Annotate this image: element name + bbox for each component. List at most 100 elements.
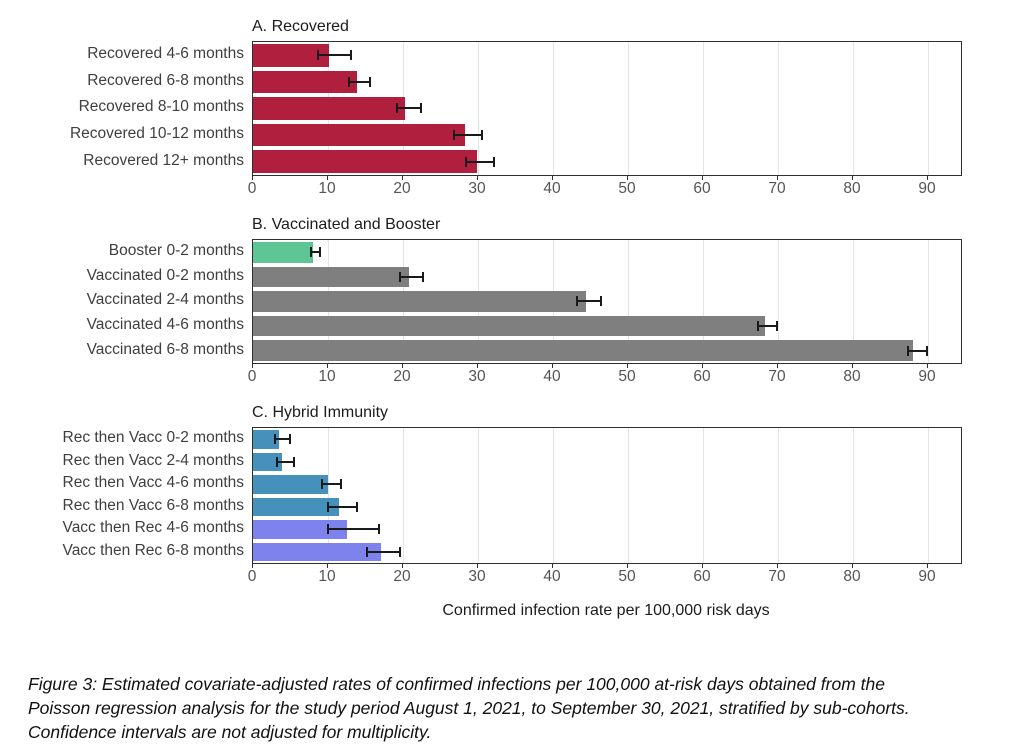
x-tick-label: 60 xyxy=(693,368,711,385)
tick-mark xyxy=(777,564,778,568)
gridline xyxy=(778,240,779,363)
bar xyxy=(253,315,765,337)
panel-b: B. Vaccinated and Booster Booster 0-2 mon… xyxy=(0,216,1010,390)
tick-mark xyxy=(477,176,478,180)
gridline xyxy=(553,428,554,563)
category-label: Recovered 8-10 months xyxy=(78,98,244,116)
bar xyxy=(253,44,329,67)
x-tick-label: 50 xyxy=(618,180,636,197)
error-bar xyxy=(575,296,602,307)
gridline xyxy=(628,42,629,175)
error-bar xyxy=(366,546,401,557)
tick-mark xyxy=(927,564,928,568)
error-bar xyxy=(276,456,296,467)
bar xyxy=(253,430,280,449)
tick-mark xyxy=(777,176,778,180)
tick-mark xyxy=(252,564,253,568)
error-bar xyxy=(326,501,358,512)
tick-mark xyxy=(852,564,853,568)
bar xyxy=(253,452,283,471)
error-bar xyxy=(326,524,380,535)
tick-mark xyxy=(627,564,628,568)
gridline xyxy=(928,428,929,563)
tick-mark xyxy=(477,564,478,568)
error-bar xyxy=(348,76,371,87)
tick-mark xyxy=(252,364,253,368)
tick-mark xyxy=(702,564,703,568)
plot-area xyxy=(252,41,962,176)
x-tick-label: 80 xyxy=(843,568,861,585)
x-tick-label: 80 xyxy=(843,180,861,197)
tick-mark xyxy=(777,364,778,368)
error-bar xyxy=(274,434,291,445)
category-label: Booster 0-2 months xyxy=(108,242,244,260)
x-tick-label: 40 xyxy=(543,568,561,585)
tick-mark xyxy=(402,564,403,568)
category-label: Vaccinated 6-8 months xyxy=(86,340,244,358)
x-axis-label: Confirmed infection rate per 100,000 ris… xyxy=(442,602,770,619)
x-tick-label: 60 xyxy=(693,180,711,197)
bar xyxy=(253,70,358,94)
gridline xyxy=(478,428,479,563)
gridline xyxy=(328,428,329,563)
gridline xyxy=(928,42,929,175)
error-bar xyxy=(395,103,422,114)
x-tick-label: 90 xyxy=(918,180,936,197)
x-axis-ticks: 0 10 20 30 40 50 60 70 80 90 xyxy=(248,564,960,590)
tick-mark xyxy=(627,176,628,180)
gridline xyxy=(703,428,704,563)
bar xyxy=(253,542,382,561)
category-label: Vacc then Rec 6-8 months xyxy=(62,541,245,559)
error-bar xyxy=(399,271,424,282)
x-tick-label: 50 xyxy=(618,368,636,385)
x-tick-label: 90 xyxy=(918,368,936,385)
category-label: Recovered 6-8 months xyxy=(87,71,244,89)
x-axis-ticks: 0 10 20 30 40 50 60 70 80 90 xyxy=(248,176,960,202)
bar xyxy=(253,475,328,494)
panel-title: A. Recovered xyxy=(252,18,349,35)
tick-mark xyxy=(327,176,328,180)
bar xyxy=(253,520,347,539)
tick-mark xyxy=(252,176,253,180)
error-bar xyxy=(464,156,495,167)
tick-mark xyxy=(402,176,403,180)
error-bar xyxy=(316,50,352,61)
x-tick-label: 70 xyxy=(768,568,786,585)
gridline xyxy=(628,428,629,563)
tick-mark xyxy=(552,364,553,368)
x-tick-label: 30 xyxy=(468,180,486,197)
x-axis-ticks: 0 10 20 30 40 50 60 70 80 90 xyxy=(248,364,960,390)
x-tick-label: 60 xyxy=(693,568,711,585)
x-tick-label: 30 xyxy=(468,368,486,385)
x-tick-label: 10 xyxy=(318,180,336,197)
x-tick-label: 0 xyxy=(247,180,257,197)
gridline xyxy=(703,240,704,363)
bar xyxy=(253,291,586,312)
error-bar xyxy=(309,247,322,258)
x-tick-label: 0 xyxy=(247,568,257,585)
error-bar xyxy=(907,345,928,356)
tick-mark xyxy=(402,364,403,368)
tick-mark xyxy=(927,364,928,368)
gridline xyxy=(778,42,779,175)
tick-mark xyxy=(702,364,703,368)
category-label: Recovered 12+ months xyxy=(83,151,244,169)
tick-mark xyxy=(927,176,928,180)
error-bar xyxy=(757,321,779,332)
tick-mark xyxy=(852,176,853,180)
category-label: Recovered 10-12 months xyxy=(69,125,244,143)
figure-panels: A. Recovered Recovered 4-6 months Recovere… xyxy=(0,18,1010,590)
category-label: Recovered 4-6 months xyxy=(87,45,244,63)
bar xyxy=(253,266,409,288)
bar xyxy=(253,497,339,516)
gridline xyxy=(853,240,854,363)
gridline xyxy=(928,240,929,363)
tick-mark xyxy=(552,564,553,568)
gridline xyxy=(403,428,404,563)
gridline xyxy=(703,42,704,175)
plot-area xyxy=(252,427,962,564)
panel-title: B. Vaccinated and Booster xyxy=(252,216,441,233)
x-tick-label: 70 xyxy=(768,368,786,385)
category-label: Vaccinated 4-6 months xyxy=(86,316,244,334)
